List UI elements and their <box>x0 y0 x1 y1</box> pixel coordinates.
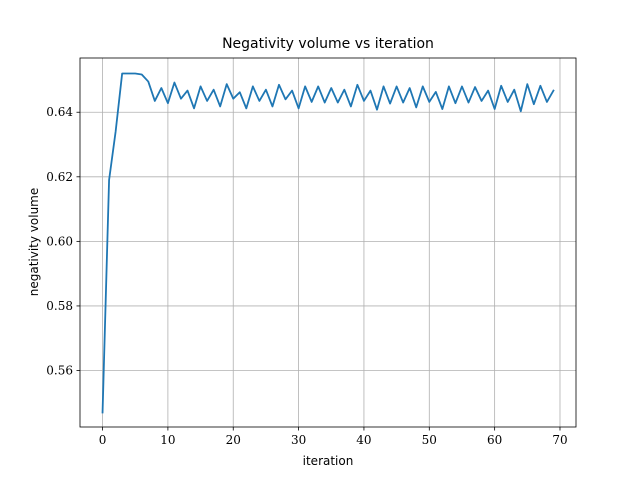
x-tick-label: 40 <box>356 433 371 447</box>
y-tick-label: 0.62 <box>46 170 73 184</box>
y-tick-label: 0.64 <box>46 105 73 119</box>
y-tick-label: 0.58 <box>46 299 73 313</box>
x-tick-label: 50 <box>422 433 437 447</box>
x-tick-label: 20 <box>226 433 241 447</box>
x-tick-label: 60 <box>487 433 502 447</box>
x-tick-label: 70 <box>552 433 567 447</box>
y-axis: 0.56 0.58 0.60 0.62 0.64 <box>46 105 80 378</box>
x-tick-label: 30 <box>291 433 306 447</box>
x-tick-label: 10 <box>160 433 175 447</box>
x-tick-label: 0 <box>99 433 107 447</box>
y-axis-title: negativity volume <box>27 188 41 297</box>
x-axis: 0 10 20 30 40 50 60 70 <box>99 427 568 447</box>
chart-title: Negativity volume vs iteration <box>222 36 434 52</box>
series-line <box>101 72 555 414</box>
x-axis-title: iteration <box>303 454 354 468</box>
plot-frame <box>79 57 577 428</box>
series-layer <box>101 72 555 414</box>
grid <box>80 58 576 427</box>
y-tick-label: 0.56 <box>46 364 73 378</box>
y-tick-label: 0.60 <box>46 234 73 248</box>
